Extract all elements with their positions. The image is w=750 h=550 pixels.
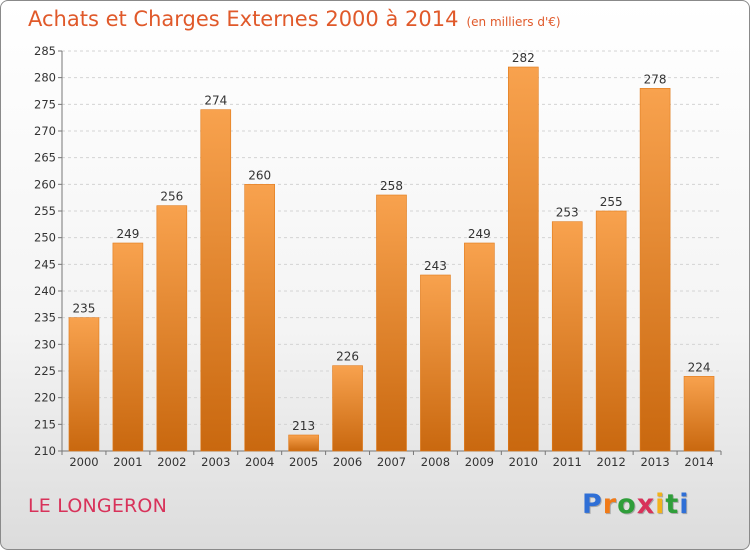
y-tick-label: 225 — [34, 364, 56, 378]
bar — [507, 66, 539, 452]
y-axis-ticks: 210 215 220 225 230 235 240 245 250 255 260 265 270 2… — [34, 44, 62, 458]
value-label: 224 — [688, 360, 711, 374]
x-axis-ticks: 2000 2001 2002 2003 2004 2005 2006 2007 2008 2009… — [61, 451, 722, 469]
bar — [112, 242, 144, 452]
chart-title: Achats et Charges Externes 2000 à 2014 (e… — [28, 7, 561, 31]
x-tick-label: 2002 — [157, 455, 186, 469]
chart-subtitle: (en milliers d'€) — [466, 15, 561, 29]
logo-letter: i — [679, 489, 690, 520]
x-tick-label: 2013 — [640, 455, 669, 469]
y-tick-label: 235 — [34, 311, 56, 325]
bar — [551, 221, 583, 452]
y-tick-label: 220 — [34, 391, 56, 405]
value-label: 249 — [116, 227, 139, 241]
x-tick-label: 2003 — [201, 455, 230, 469]
logo-letter: r — [602, 489, 618, 520]
y-tick-label: 210 — [34, 444, 56, 458]
y-tick-label: 280 — [34, 71, 56, 85]
x-tick-label: 2001 — [113, 455, 142, 469]
y-tick-label: 245 — [34, 257, 56, 271]
y-tick-label: 255 — [34, 204, 56, 218]
y-tick-label: 240 — [34, 284, 56, 298]
logo-letter: i — [655, 489, 666, 520]
bar — [639, 88, 671, 452]
city-name: LE LONGERON — [28, 495, 168, 517]
value-label: 260 — [248, 168, 271, 182]
value-label: 258 — [380, 179, 403, 193]
bar — [420, 274, 451, 452]
logo-letter: t — [665, 489, 680, 520]
bar — [244, 184, 275, 452]
value-label: 274 — [204, 94, 227, 108]
y-tick-label: 230 — [34, 337, 56, 351]
bar — [683, 376, 715, 452]
x-tick-label: 2008 — [421, 455, 450, 469]
bar — [464, 242, 495, 452]
value-label: 249 — [468, 227, 491, 241]
value-labels: 235 249 256 274 260 213 226 258 243 249 282 253 255 2… — [73, 51, 711, 433]
chart-title-text: Achats et Charges Externes 2000 à 2014 — [28, 7, 459, 31]
y-tick-label: 260 — [34, 177, 56, 191]
bars — [68, 66, 715, 452]
value-label: 255 — [600, 195, 623, 209]
bar — [200, 109, 232, 452]
bar — [288, 434, 319, 452]
value-label: 256 — [160, 190, 183, 204]
y-tick-label: 215 — [34, 417, 56, 431]
logo-letter: P — [582, 489, 603, 520]
y-tick-label: 275 — [34, 97, 56, 111]
x-tick-label: 2004 — [245, 455, 274, 469]
bar — [595, 210, 627, 452]
bar — [156, 205, 188, 452]
x-tick-label: 2011 — [553, 455, 582, 469]
bar — [68, 317, 100, 452]
value-label: 243 — [424, 259, 447, 273]
logo-letter: x — [636, 489, 656, 520]
value-label: 253 — [556, 206, 579, 220]
x-tick-label: 2000 — [69, 455, 98, 469]
value-label: 213 — [292, 419, 315, 433]
bar — [332, 365, 363, 452]
x-tick-label: 2010 — [509, 455, 538, 469]
x-tick-label: 2012 — [597, 455, 626, 469]
y-tick-label: 270 — [34, 124, 56, 138]
value-label: 282 — [512, 51, 535, 65]
bar — [376, 194, 407, 452]
logo-letter: o — [617, 489, 637, 520]
value-label: 226 — [336, 350, 359, 364]
x-tick-label: 2009 — [465, 455, 494, 469]
y-tick-label: 250 — [34, 231, 56, 245]
x-tick-label: 2005 — [289, 455, 318, 469]
proxiti-logo: Proxiti — [582, 489, 690, 520]
value-label: 278 — [644, 72, 667, 86]
x-tick-label: 2006 — [333, 455, 362, 469]
x-tick-label: 2014 — [684, 455, 713, 469]
x-tick-label: 2007 — [377, 455, 406, 469]
y-tick-label: 285 — [34, 44, 56, 58]
y-tick-label: 265 — [34, 151, 56, 165]
value-label: 235 — [73, 302, 96, 316]
